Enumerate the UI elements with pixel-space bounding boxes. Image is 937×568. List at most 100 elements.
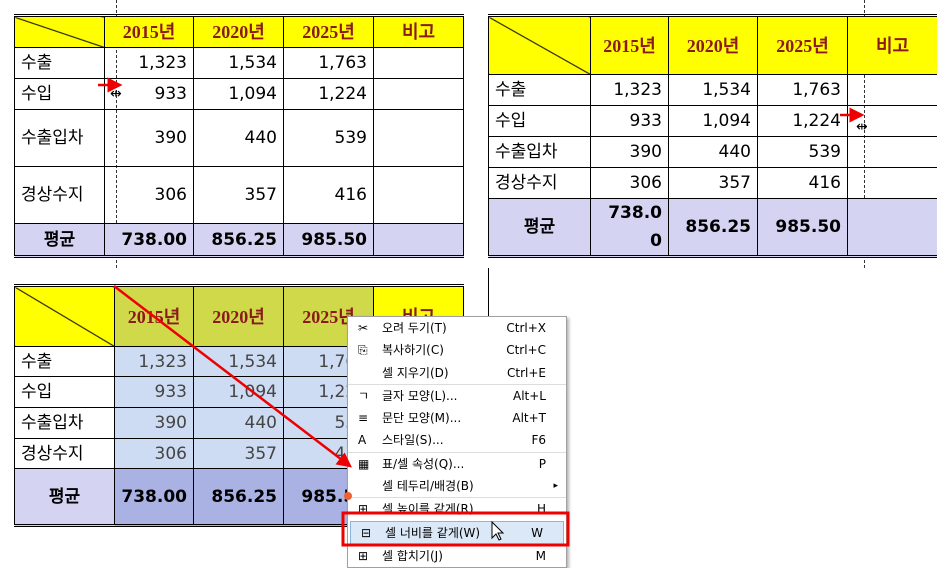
- menu-label: 셀 지우기(D): [382, 362, 449, 384]
- menu-shortcut: F6: [531, 429, 546, 451]
- menu-label: 표/셀 속성(Q)...: [382, 453, 464, 475]
- cell: 539: [284, 110, 374, 167]
- menu-icon: ✂: [358, 317, 368, 339]
- remark-cell: [374, 167, 464, 224]
- menu-icon: ⊟: [361, 522, 371, 544]
- cell: 1,763: [284, 48, 374, 79]
- remark-cell: [374, 48, 464, 79]
- menu-item[interactable]: ⊞ 셀 높이를 같게(R) H: [348, 498, 566, 520]
- cell: 933: [115, 377, 194, 408]
- cell: 933: [591, 106, 669, 137]
- cell: 440: [194, 110, 284, 167]
- header-cell: 2015년: [105, 16, 194, 48]
- remark-cell: [374, 110, 464, 167]
- cell: 1,094: [194, 377, 284, 408]
- cell: 440: [194, 408, 284, 439]
- cell: 1,094: [194, 79, 284, 110]
- cell: 357: [194, 167, 284, 224]
- remark-cell: [848, 199, 937, 257]
- footer-cell: 985.50: [758, 199, 848, 257]
- cell: 1,534: [669, 75, 758, 106]
- footer-cell: 856.25: [669, 199, 758, 257]
- header-cell: 2015년: [115, 286, 194, 347]
- menu-shortcut: P: [539, 453, 546, 475]
- corner-cell: [15, 16, 105, 48]
- cell: 416: [284, 167, 374, 224]
- menu-item[interactable]: 셀 지우기(D) Ctrl+E: [348, 362, 566, 385]
- cell: 1,323: [105, 48, 194, 79]
- row-label: 경상수지: [489, 168, 591, 199]
- row-label: 수출입차: [489, 137, 591, 168]
- menu-item[interactable]: A 스타일(S)... F6: [348, 429, 566, 452]
- menu-item[interactable]: ⊞셀 합치기(J)M: [348, 545, 566, 567]
- header-cell: 2020년: [669, 16, 758, 75]
- menu-item[interactable]: ⊟셀 너비를 같게(W)W: [350, 521, 564, 545]
- header-cell: 2020년: [194, 16, 284, 48]
- corner-cell: [15, 286, 115, 347]
- row-label: 수입: [15, 377, 115, 408]
- menu-shortcut: Ctrl+C: [506, 339, 546, 361]
- cell: 390: [591, 137, 669, 168]
- remark-cell: [848, 137, 937, 168]
- row-label: 수출입차: [15, 408, 115, 439]
- header-cell: 비고: [374, 16, 464, 48]
- cell: 1,323: [591, 75, 669, 106]
- cell: 440: [669, 137, 758, 168]
- menu-shortcut: Ctrl+E: [507, 362, 546, 384]
- menu-shortcut: W: [531, 522, 543, 544]
- menu-label: 셀 높이를 같게(R): [382, 498, 474, 520]
- menu-icon: ⊞: [358, 545, 368, 567]
- footer-cell: 738.00: [591, 199, 669, 257]
- menu-shortcut: Alt+L: [513, 385, 546, 407]
- cell: 539: [758, 137, 848, 168]
- menu-icon: ⊞: [358, 498, 368, 520]
- cell: 306: [115, 439, 194, 469]
- menu-item[interactable]: ▦표/셀 속성(Q)...P: [348, 453, 566, 475]
- submenu-arrow: ▸: [553, 475, 558, 497]
- cell: 306: [591, 168, 669, 199]
- menu-item[interactable]: 셀 테두리/배경(B) ▸: [348, 475, 566, 498]
- menu-shortcut: H: [537, 498, 546, 520]
- menu-item[interactable]: ⎘복사하기(C)Ctrl+C: [348, 339, 566, 361]
- menu-label: 스타일(S)...: [382, 429, 444, 451]
- header-cell: 2025년: [758, 16, 848, 75]
- footer-label: 평균: [15, 469, 115, 526]
- menu-icon: ㄱ: [358, 385, 369, 407]
- menu-label: 문단 모양(M)...: [382, 407, 461, 429]
- menu-shortcut: Ctrl+X: [506, 317, 546, 339]
- remark-cell: [374, 79, 464, 110]
- cell: 1,323: [115, 347, 194, 377]
- footer-label: 평균: [15, 224, 105, 257]
- menu-icon: A: [358, 429, 366, 451]
- menu-item[interactable]: ≡문단 모양(M)...Alt+T: [348, 407, 566, 429]
- header-cell: 2020년: [194, 286, 284, 347]
- menu-item[interactable]: ✂ 오려 두기(T) Ctrl+X: [348, 317, 566, 339]
- cell: 416: [758, 168, 848, 199]
- menu-label: 오려 두기(T): [382, 317, 447, 339]
- corner-cell: [489, 16, 591, 75]
- menu-icon: ≡: [358, 407, 368, 429]
- cell: 390: [115, 408, 194, 439]
- row-label: 수출: [15, 347, 115, 377]
- cell: 1,224: [284, 79, 374, 110]
- footer-cell: 738.00: [115, 469, 194, 526]
- cell: 1,534: [194, 48, 284, 79]
- footer-cell: 856.25: [194, 469, 284, 526]
- menu-icon: ⎘: [358, 339, 368, 361]
- menu-label: 셀 테두리/배경(B): [382, 475, 474, 497]
- cell: 390: [105, 110, 194, 167]
- header-cell: 비고: [848, 16, 937, 75]
- cell: 933: [105, 79, 194, 110]
- row-label: 수출입차: [15, 110, 105, 167]
